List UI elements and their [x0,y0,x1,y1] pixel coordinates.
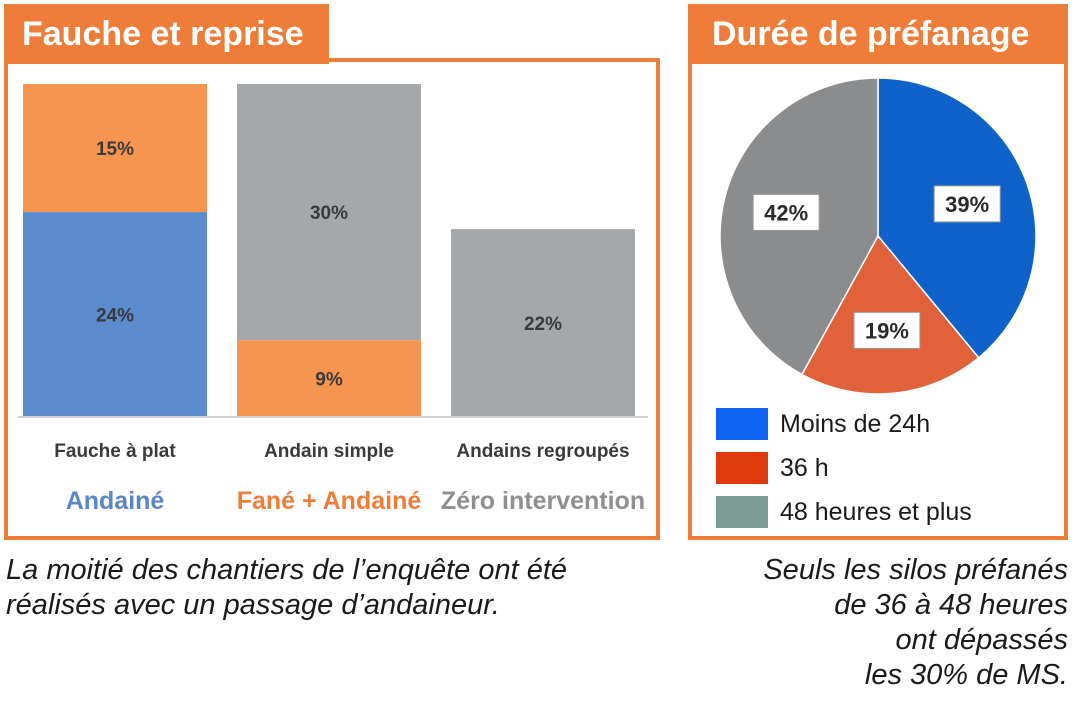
caption-line: de 36 à 48 heures [834,589,1068,621]
pie-data-label: 39% [933,185,1001,223]
caption-line: La moitié des chantiers de l’enquête ont… [6,554,568,586]
pie-legend: Moins de 24h 36 h 48 heures et plus [716,402,972,534]
pie-data-label: 19% [853,311,921,349]
bar-segment [237,84,421,341]
caption-line: ont dépassés [895,624,1068,656]
category-tick-label: Fauche à plat [54,441,176,462]
left-caption: La moitié des chantiers de l’enquête ont… [6,553,686,623]
pie-label-box [853,311,921,349]
right-chart-panel: 39% 19% 42% [688,58,1068,540]
pie-label-box [933,185,1001,223]
legend-swatch [716,496,768,528]
legend-label: 48 heures et plus [780,497,972,526]
left-chart-panel: 24% 15% Fauche à plat 9% 30% Andain simple 22%… [4,58,660,540]
bar-segment [451,229,635,417]
legend-label: 36 h [780,453,829,482]
group-label: Fané + Andainé [237,487,422,515]
bar-data-label: 15% [96,139,134,160]
bar-data-label: 24% [96,306,134,327]
bar-segment [23,84,207,213]
left-chart-title: Fauche et reprise [4,4,329,64]
pie-chart: 39% 19% 42% [719,77,1037,395]
caption-line: réalisés avec un passage d’andaineur. [6,589,500,621]
pie-label-text: 39% [945,192,989,217]
legend-label: Moins de 24h [780,409,931,438]
bar-segment [23,212,207,417]
bar-data-label: 30% [310,203,348,224]
right-chart-title: Durée de préfanage [688,4,1068,64]
category-tick-label: Andains regroupés [456,441,629,462]
legend-item-48h-plus: 48 heures et plus [716,490,972,534]
category-tick-label: Andain simple [264,441,394,462]
bar-data-label: 9% [315,370,343,391]
caption-line: Seuls les silos préfanés [763,554,1068,586]
pie-label-text: 42% [764,200,808,225]
bar-chart: 24% 15% Fauche à plat 9% 30% Andain simple 22%… [18,84,648,515]
pie-label-box [752,193,820,231]
pie-label-text: 19% [865,318,909,343]
legend-swatch [716,452,768,484]
right-caption: Seuls les silos préfanés de 36 à 48 heur… [688,553,1068,693]
caption-line: les 30% de MS. [864,659,1068,691]
legend-item-36h: 36 h [716,446,972,490]
bar-data-label: 22% [524,314,562,335]
legend-item-less-24h: Moins de 24h [716,402,972,446]
group-label: Andainé [66,487,165,515]
bar-segment [237,340,421,417]
pie-data-label: 42% [752,193,820,231]
legend-swatch [716,408,768,440]
group-label: Zéro intervention [441,487,645,515]
